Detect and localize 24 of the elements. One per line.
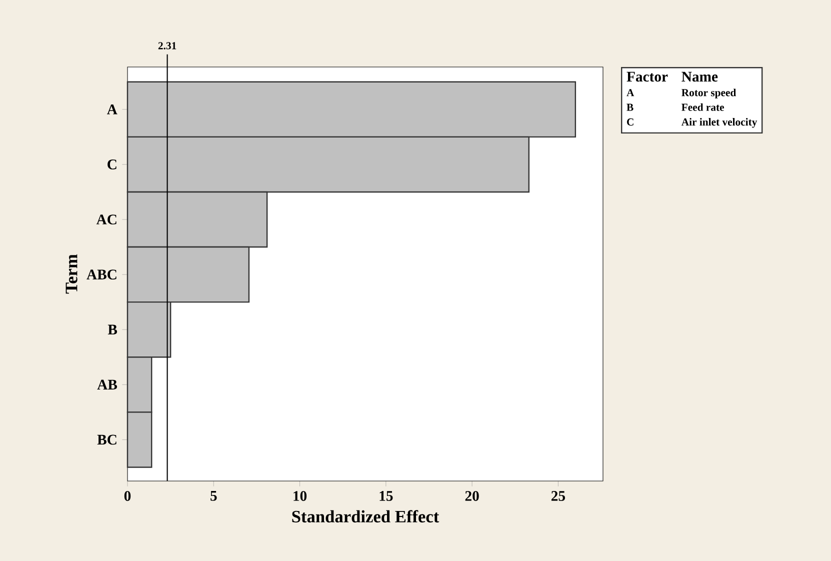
y-tick-label: A: [107, 104, 118, 114]
x-tick-label: 25: [551, 491, 565, 501]
y-tick-label: AB: [97, 380, 118, 390]
x-tick-label: 20: [465, 491, 479, 501]
x-tick-label: 5: [210, 491, 217, 501]
y-tick-label: B: [108, 324, 118, 334]
y-axis-title: Term: [66, 254, 78, 294]
text: B: [626, 104, 634, 111]
ref-line-label: 2.31: [158, 42, 176, 50]
text: C: [627, 118, 634, 126]
x-tick-label: 15: [380, 491, 393, 501]
text: Name: [682, 72, 718, 82]
y-tick-label: BC: [97, 434, 116, 445]
y-tick-label: C: [108, 160, 116, 170]
text: Rotor speed: [682, 88, 736, 98]
y-tick-label: ABC: [86, 270, 116, 280]
x-tick-label: 10: [294, 491, 307, 501]
y-tick-label: AC: [96, 214, 116, 224]
text: Feed rate: [682, 103, 724, 111]
x-axis-title: Standardized Effect: [292, 510, 440, 522]
text: Factor: [626, 72, 668, 82]
text: Air inlet velocity: [681, 118, 758, 128]
text: A: [626, 89, 634, 96]
x-tick-label: 0: [124, 491, 131, 501]
